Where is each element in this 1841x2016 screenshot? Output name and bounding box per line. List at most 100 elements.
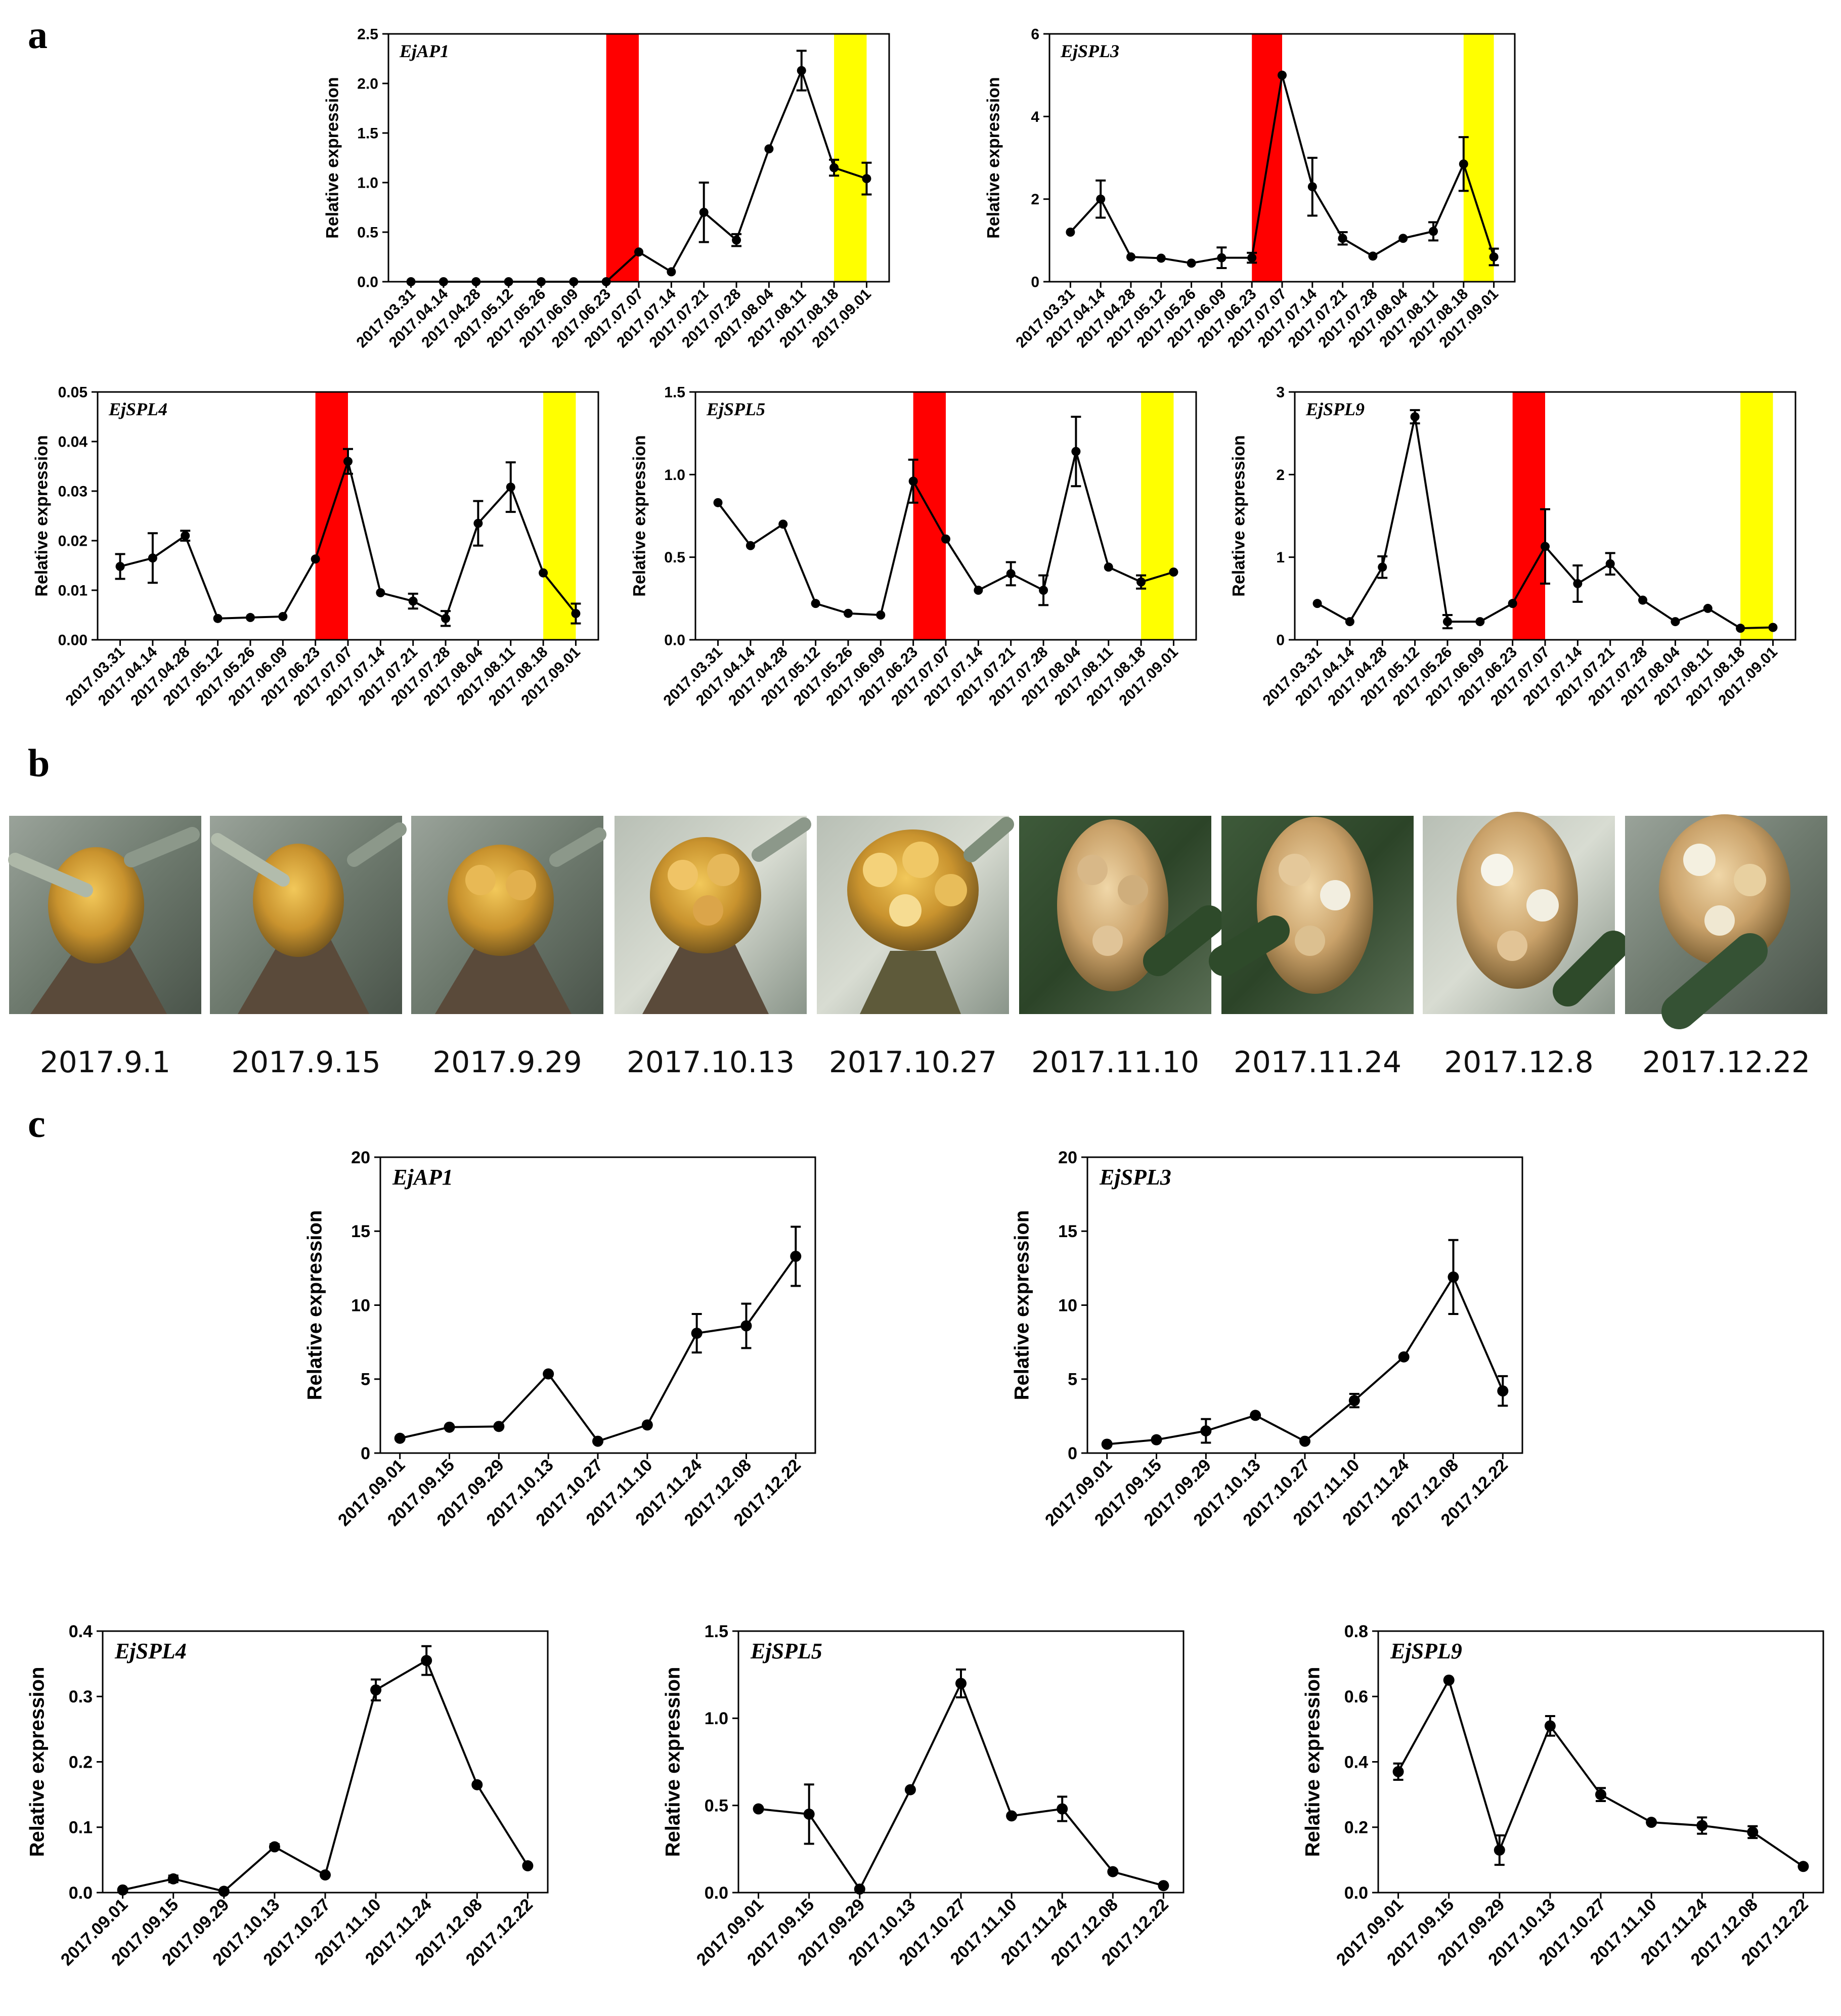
chart-title: EjSPL5 <box>750 1639 822 1663</box>
data-point <box>1247 253 1257 262</box>
data-point <box>1312 599 1322 608</box>
data-point <box>1696 1820 1708 1831</box>
data-point <box>1278 70 1287 80</box>
chart-title: EjSPL4 <box>108 399 167 419</box>
data-point <box>1107 1866 1119 1877</box>
y-tick-label: 0.0 <box>664 632 685 649</box>
y-tick-label: 0.1 <box>69 1818 93 1837</box>
photo-6 <box>1019 816 1224 1014</box>
data-point <box>1410 412 1420 421</box>
chart-c-EjAP1: 051015202017.09.012017.09.152017.09.2920… <box>304 1148 816 1530</box>
data-point <box>829 163 839 172</box>
data-point <box>1104 562 1113 572</box>
data-point <box>1151 1434 1162 1445</box>
series-line <box>1397 1679 1804 1867</box>
chart-title: EjSPL3 <box>1099 1165 1171 1190</box>
y-tick-label: 4 <box>1031 109 1039 125</box>
data-point <box>691 1328 703 1339</box>
data-point <box>1066 228 1075 237</box>
data-point <box>115 561 125 571</box>
data-point <box>311 554 320 564</box>
photo-1 <box>8 816 201 1014</box>
data-point <box>811 599 820 608</box>
data-point <box>854 1883 865 1895</box>
data-point <box>218 1886 230 1897</box>
data-point <box>1736 624 1745 633</box>
data-point <box>539 568 548 578</box>
data-point <box>213 613 223 623</box>
y-tick-label: 0.0 <box>69 1883 93 1903</box>
data-point <box>699 207 709 217</box>
y-tick-label: 2.5 <box>357 26 378 43</box>
data-point <box>1398 234 1408 243</box>
series-line <box>400 1255 797 1442</box>
plot-frame <box>102 1630 549 1894</box>
chart-c-EjSPL5: 0.00.51.01.52017.09.012017.09.152017.09.… <box>662 1622 1185 1969</box>
y-tick-label: 0.4 <box>69 1622 93 1641</box>
data-point <box>1006 569 1016 579</box>
y-tick-label: 0.5 <box>664 549 685 566</box>
y-tick-label: 0.2 <box>69 1752 93 1772</box>
y-tick-label: 0.0 <box>705 1883 728 1903</box>
photo-caption-1: 2017.9.1 <box>40 1045 170 1079</box>
y-axis-title: Relative expression <box>630 435 649 596</box>
data-point <box>1459 159 1468 169</box>
data-point <box>1768 623 1778 632</box>
data-point <box>1158 1880 1169 1892</box>
data-point <box>406 277 416 286</box>
data-point <box>732 235 741 245</box>
chart-c-EjSPL3: 051015202017.09.012017.09.152017.09.2920… <box>1011 1148 1523 1530</box>
data-point <box>278 611 288 621</box>
data-point <box>713 498 723 507</box>
data-point <box>974 586 983 595</box>
y-tick-label: 1.0 <box>357 175 378 192</box>
data-point <box>376 588 385 597</box>
shaded-band-red <box>1512 392 1545 640</box>
y-tick-label: 0.00 <box>58 632 87 649</box>
photo-2 <box>210 816 407 1014</box>
data-point <box>370 1684 382 1696</box>
data-point <box>1508 599 1517 608</box>
data-point <box>473 518 483 528</box>
y-tick-label: 5 <box>1068 1370 1077 1389</box>
y-tick-label: 0.03 <box>58 484 87 500</box>
data-point <box>1057 1803 1068 1815</box>
data-point <box>778 519 788 529</box>
panel-label-a: a <box>28 13 48 57</box>
data-point <box>269 1841 280 1853</box>
photo-9 <box>1625 814 1827 1029</box>
chart-a-EjSPL4: 0.000.010.020.030.040.052017.03.312017.0… <box>32 384 599 709</box>
y-tick-label: 0 <box>1276 632 1285 649</box>
data-point <box>1798 1861 1809 1872</box>
chart-a-EjSPL3: 02462017.03.312017.04.142017.04.282017.0… <box>984 26 1516 351</box>
photo-strip <box>8 812 1827 1029</box>
data-point <box>1250 1410 1261 1421</box>
data-point <box>1392 1766 1404 1777</box>
photo-caption-9: 2017.12.22 <box>1642 1045 1810 1079</box>
series-line <box>1107 1276 1504 1445</box>
y-axis-title: Relative expression <box>1302 1667 1324 1857</box>
data-point <box>592 1435 603 1447</box>
data-point <box>569 277 579 286</box>
data-point <box>1126 252 1135 261</box>
y-tick-label: 2.0 <box>357 76 378 93</box>
data-point <box>421 1655 432 1667</box>
data-point <box>439 277 448 286</box>
data-point <box>543 1368 554 1380</box>
data-point <box>536 277 546 286</box>
data-point <box>908 476 918 486</box>
plot-frame <box>379 1156 816 1454</box>
shaded-band-yellow <box>1141 392 1174 640</box>
photo-caption-3: 2017.9.29 <box>432 1045 582 1079</box>
data-point <box>1605 559 1615 568</box>
data-point <box>1497 1385 1509 1397</box>
y-tick-label: 0.5 <box>705 1796 728 1816</box>
data-point <box>667 267 676 277</box>
data-point <box>571 609 581 619</box>
shaded-band-red <box>1252 34 1282 282</box>
data-point <box>1595 1789 1606 1801</box>
photo-7 <box>1209 816 1414 1014</box>
photo-8 <box>1423 812 1629 1014</box>
y-axis-title: Relative expression <box>1229 435 1248 596</box>
